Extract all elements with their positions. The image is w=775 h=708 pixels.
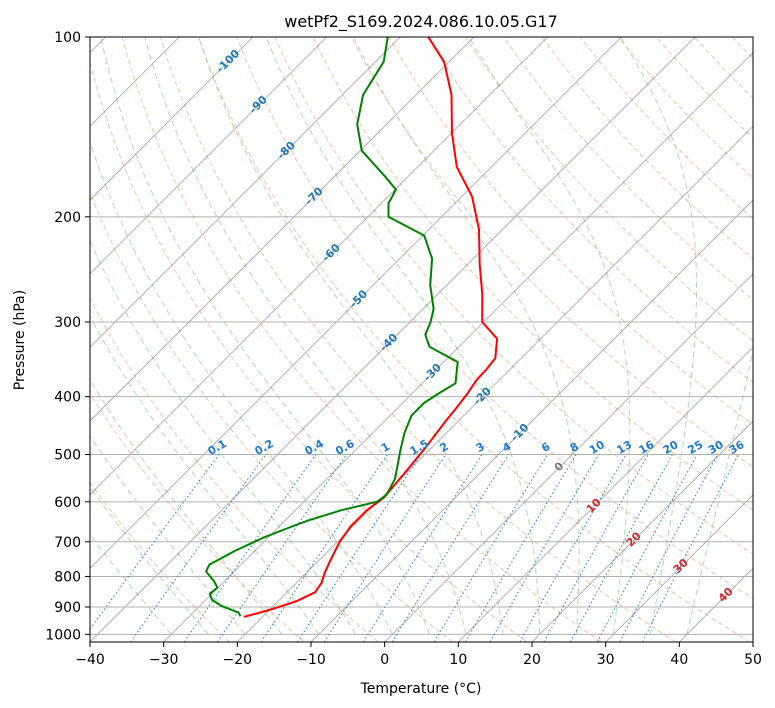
- dry-adiabat: [90, 481, 231, 642]
- moist-adiabat: [100, 37, 430, 635]
- dry-adiabat: [350, 37, 753, 468]
- isotherm-line: [90, 37, 254, 201]
- isotherm-line: [90, 37, 696, 642]
- mixing-ratio-line: [90, 454, 220, 630]
- moist-adiabat: [90, 533, 172, 635]
- y-tick-label: 200: [54, 210, 81, 226]
- mixing-ratio-line: [519, 454, 627, 642]
- mixing-ratio-line: [297, 454, 422, 642]
- mixing-ratio-line: [323, 454, 447, 642]
- mixing-ratio-line: [433, 454, 548, 642]
- moist-adiabat: [90, 378, 283, 635]
- temperature-profile: [243, 37, 499, 618]
- dry-adiabat: [90, 191, 453, 642]
- y-tick-label: 400: [54, 390, 81, 406]
- x-tick-label: 20: [523, 652, 541, 668]
- x-axis: −40 −30 −20 −10 0 10 20 30 40 50: [75, 642, 762, 668]
- isotherm-line: [237, 125, 753, 642]
- x-tick-label: 30: [597, 652, 615, 668]
- isotherm-line: [384, 273, 753, 642]
- moist-adiabat: [90, 314, 320, 635]
- isotherm-line: [531, 420, 753, 642]
- y-axis: 100 200 300 400 500 600 700 800 900 1000: [45, 30, 90, 643]
- mixing-ratio-line: [216, 454, 348, 642]
- moist-adiabat: [198, 37, 504, 635]
- y-tick-label: 1000: [45, 627, 81, 643]
- moist-adiabat: [620, 37, 697, 635]
- x-tick-label: −10: [296, 652, 326, 668]
- mixing-ratio-line: [260, 454, 388, 642]
- y-tick-label: 500: [54, 448, 81, 464]
- isotherm-line: [90, 37, 327, 275]
- dry-adiabat: [426, 37, 753, 383]
- dry-adiabat: [503, 37, 753, 301]
- mixing-ratio-line: [464, 454, 577, 642]
- isotherm-line: [163, 52, 753, 642]
- x-tick-label: −40: [75, 652, 105, 668]
- dewpoint-profile: [205, 37, 459, 617]
- x-tick-label: 10: [449, 652, 467, 668]
- moist-adiabat: [468, 37, 631, 635]
- x-tick-label: −20: [223, 652, 253, 668]
- mixing-ratio-line: [569, 454, 673, 642]
- moist-adiabat: [686, 348, 753, 635]
- isotherm-line: [90, 37, 475, 422]
- dry-adiabat: [90, 297, 379, 642]
- y-tick-label: 300: [54, 315, 81, 331]
- moist-adiabat: [265, 37, 541, 635]
- moist-adiabat: [90, 239, 356, 635]
- y-axis-label: Pressure (hPa): [12, 290, 28, 390]
- isotherm-line: [90, 37, 401, 348]
- isotherm-line: [310, 199, 753, 642]
- x-tick-label: −30: [149, 652, 179, 668]
- isotherm-line: [458, 346, 753, 642]
- dry-adiabat: [312, 37, 753, 511]
- y-tick-label: 800: [54, 569, 81, 585]
- dry-adiabat: [236, 37, 753, 600]
- mixing-ratio-line: [183, 454, 317, 642]
- mixing-ratio-line: [489, 454, 600, 642]
- data-lines: [205, 37, 499, 618]
- isotherm-line: [90, 37, 622, 569]
- isotherm-line: [90, 37, 548, 496]
- dry-adiabat: [90, 60, 528, 642]
- x-axis-label: Temperature (°C): [360, 681, 482, 697]
- y-tick-label: 600: [54, 495, 81, 511]
- y-tick-label: 900: [54, 600, 81, 616]
- mixing-ratio-line: [596, 454, 698, 642]
- x-tick-label: 40: [670, 652, 688, 668]
- x-tick-label: 0: [380, 652, 389, 668]
- mixing-ratio-line: [130, 454, 267, 642]
- moist-adiabat: [353, 37, 580, 635]
- isotherm-line: [605, 494, 753, 642]
- plot-frame: [89, 36, 754, 643]
- y-tick-label: 700: [54, 535, 81, 551]
- chart-title: wetPf2_S169.2024.086.10.05.G17: [284, 12, 558, 32]
- moist-adiabat: [144, 37, 467, 635]
- y-tick-label: 100: [54, 30, 81, 46]
- dry-adiabat: [121, 37, 602, 642]
- x-tick-label: 50: [744, 652, 762, 668]
- dry-adiabat: [159, 37, 676, 642]
- moist-adiabat: [90, 485, 209, 635]
